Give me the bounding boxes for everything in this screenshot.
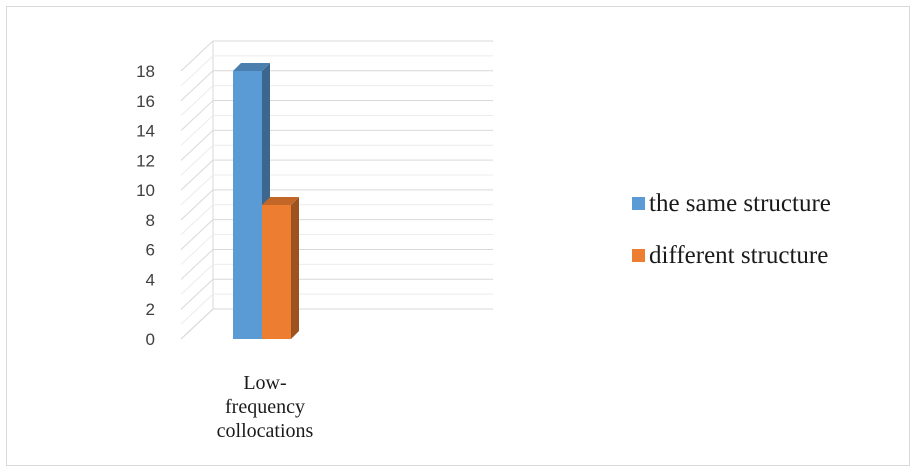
bar-side-face bbox=[291, 197, 299, 339]
legend-swatch bbox=[632, 197, 645, 210]
x-category-label: Low- bbox=[243, 372, 286, 394]
y-tick-label: 10 bbox=[136, 181, 155, 200]
chart-frame: 0 2 4 6 8 10 12 14 16 18 Low-frequency collocation… bbox=[6, 6, 910, 466]
gridline-side bbox=[180, 129, 214, 161]
y-tick-label: 4 bbox=[146, 270, 155, 289]
gridline-side bbox=[180, 40, 214, 72]
gridline-side bbox=[180, 219, 214, 251]
y-tick-label: 6 bbox=[146, 241, 155, 260]
gridline-side bbox=[180, 278, 214, 310]
bar-front-face bbox=[233, 71, 262, 339]
y-tick-label: 2 bbox=[146, 300, 155, 319]
gridline-side bbox=[180, 174, 214, 206]
gridline-side bbox=[180, 144, 214, 176]
gridline-side bbox=[180, 204, 214, 236]
bar-different-structure bbox=[262, 197, 299, 339]
y-tick-label: 14 bbox=[136, 122, 155, 141]
legend-label: the same structure bbox=[649, 190, 831, 217]
gridline-side bbox=[180, 115, 214, 146]
gridline-side bbox=[180, 159, 214, 191]
gridline-side bbox=[180, 85, 214, 117]
y-tick-label: 16 bbox=[136, 92, 155, 111]
gridline-side bbox=[180, 293, 214, 325]
y-tick-label: 12 bbox=[136, 151, 155, 170]
x-category-label: frequency bbox=[225, 396, 305, 418]
bar-top-face bbox=[233, 63, 270, 71]
bar-chart: 0 2 4 6 8 10 12 14 16 18 Low-frequencycollocation… bbox=[136, 40, 831, 442]
gridline-side bbox=[180, 234, 214, 265]
legend-label: different structure bbox=[649, 242, 828, 269]
y-tick-label: 8 bbox=[146, 211, 155, 230]
y-tick-label: 0 bbox=[146, 330, 155, 349]
x-category-label: collocations bbox=[217, 420, 314, 442]
gridline-side bbox=[180, 263, 214, 295]
bar-the-same-structure bbox=[233, 63, 270, 339]
gridline-side bbox=[180, 189, 214, 221]
gridline-side bbox=[180, 308, 214, 340]
gridline-side bbox=[180, 100, 214, 131]
legend-item: different structure bbox=[632, 242, 828, 269]
gridline-side bbox=[180, 70, 214, 102]
legend-swatch bbox=[632, 249, 645, 262]
gridline-side bbox=[180, 249, 214, 280]
bar-top-face bbox=[262, 197, 299, 205]
bar-front-face bbox=[262, 205, 291, 339]
y-tick-label: 18 bbox=[136, 62, 155, 81]
gridline-side bbox=[180, 55, 214, 87]
legend-item: the same structure bbox=[632, 190, 831, 217]
